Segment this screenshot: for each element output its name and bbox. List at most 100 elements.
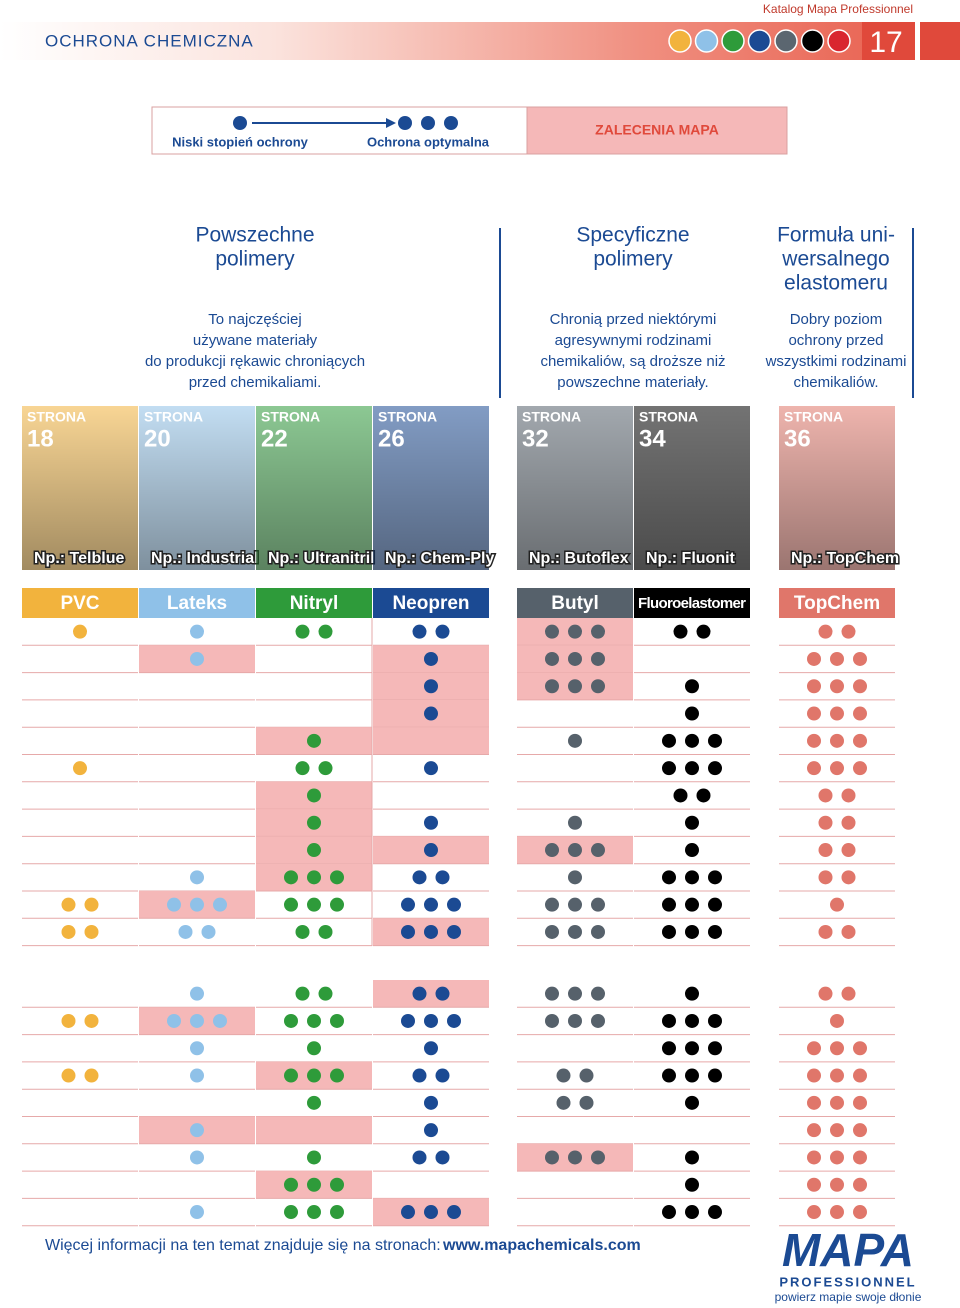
protection-dot [818, 788, 833, 803]
color-key-dot [668, 29, 692, 53]
protection-dot [818, 986, 833, 1001]
protection-dot [568, 733, 582, 748]
example-product: Np.: Industrial [151, 550, 259, 567]
group-title: wersalnego [781, 248, 889, 271]
page-label: STRONA [639, 409, 698, 425]
protection-dot [167, 897, 181, 912]
protection-dot [435, 986, 450, 1001]
protection-dot [568, 986, 582, 1001]
protection-dot [685, 1041, 699, 1056]
protection-dot [284, 1068, 298, 1083]
color-key-dot [800, 29, 825, 53]
protection-dot [190, 1068, 204, 1083]
protection-dot [853, 1177, 867, 1192]
protection-dot [662, 1041, 676, 1056]
legend-dot [421, 116, 435, 130]
protection-dot [853, 761, 867, 776]
protection-dot [685, 1013, 699, 1028]
protection-dot [662, 897, 676, 912]
protection-dot [591, 1013, 605, 1028]
protection-dot [424, 706, 438, 721]
protection-dot [401, 1205, 415, 1220]
example-product: Np.: Ultranitril [268, 550, 375, 567]
protection-dot [708, 870, 722, 885]
protection-dot [568, 897, 582, 912]
protection-dot [295, 924, 310, 939]
page-number: 17 [869, 26, 902, 59]
protection-dot [685, 1177, 699, 1192]
protection-dot [568, 1150, 582, 1165]
page-number: 36 [784, 425, 811, 452]
protection-dot [545, 986, 559, 1001]
protection-dot [830, 1013, 844, 1028]
protection-dot [307, 733, 321, 748]
protection-dot [424, 1013, 438, 1028]
page-label: STRONA [144, 409, 203, 425]
protection-dot [830, 897, 844, 912]
page-number: 26 [378, 425, 405, 452]
protection-dot [412, 986, 427, 1001]
protection-dot [853, 679, 867, 694]
protection-dot [330, 1177, 344, 1192]
protection-dot [591, 624, 605, 639]
protection-dot [284, 1177, 298, 1192]
protection-dot [545, 924, 559, 939]
protection-dot [84, 897, 99, 912]
protection-dot [84, 1068, 99, 1083]
protection-dot [284, 870, 298, 885]
protection-dot [568, 624, 582, 639]
page-number: 20 [144, 425, 171, 452]
protection-dot [591, 651, 605, 666]
example-product: Np.: Telblue [34, 550, 124, 567]
protection-dot [330, 1068, 344, 1083]
protection-dot [307, 897, 321, 912]
protection-dot [685, 679, 699, 694]
protection-dot [708, 1013, 722, 1028]
protection-dot [685, 815, 699, 830]
protection-dot [807, 1123, 821, 1138]
protection-dot [568, 924, 582, 939]
group-title: polimery [215, 248, 295, 271]
protection-dot [708, 1068, 722, 1083]
group-description: To najczęściej [208, 311, 301, 328]
color-key-dot [694, 29, 719, 53]
color-key-dot [721, 29, 745, 53]
legend-recommendation-box [526, 106, 788, 155]
protection-dot [591, 843, 605, 858]
group-title: Powszechne [195, 224, 314, 247]
photo-shade [779, 406, 895, 570]
protection-dot [84, 924, 99, 939]
protection-dot [401, 897, 415, 912]
column-name: Neopren [392, 593, 469, 614]
protection-dot [307, 1013, 321, 1028]
footer-link[interactable]: www.mapachemicals.com [442, 1237, 641, 1254]
protection-dot [830, 679, 844, 694]
color-key-dot [827, 29, 851, 53]
legend-dot [398, 116, 412, 130]
protection-dot [424, 1205, 438, 1220]
protection-dot [853, 1205, 867, 1220]
example-product: Np.: Butoflex [529, 550, 629, 567]
photo-shade [634, 406, 750, 570]
protection-dot [579, 1068, 594, 1083]
protection-dot [167, 1013, 181, 1028]
protection-dot [318, 624, 333, 639]
group-description: Dobry poziom [790, 311, 883, 328]
protection-dot [708, 1041, 722, 1056]
group-description: wszystkimi rodzinami [765, 353, 907, 370]
protection-dot [841, 870, 856, 885]
protection-dot [307, 788, 321, 803]
protection-dot [545, 1150, 559, 1165]
group-description: agresywnymi rodzinami [555, 332, 712, 349]
protection-dot [545, 1013, 559, 1028]
protection-dot [853, 706, 867, 721]
protection-dot [685, 924, 699, 939]
protection-dot [61, 924, 76, 939]
protection-dot [284, 897, 298, 912]
protection-dot [424, 679, 438, 694]
protection-dot [853, 1150, 867, 1165]
brand-sub: PROFESSIONNEL [779, 1274, 916, 1289]
protection-dot [685, 897, 699, 912]
protection-dot [73, 761, 87, 776]
protection-dot [568, 870, 582, 885]
